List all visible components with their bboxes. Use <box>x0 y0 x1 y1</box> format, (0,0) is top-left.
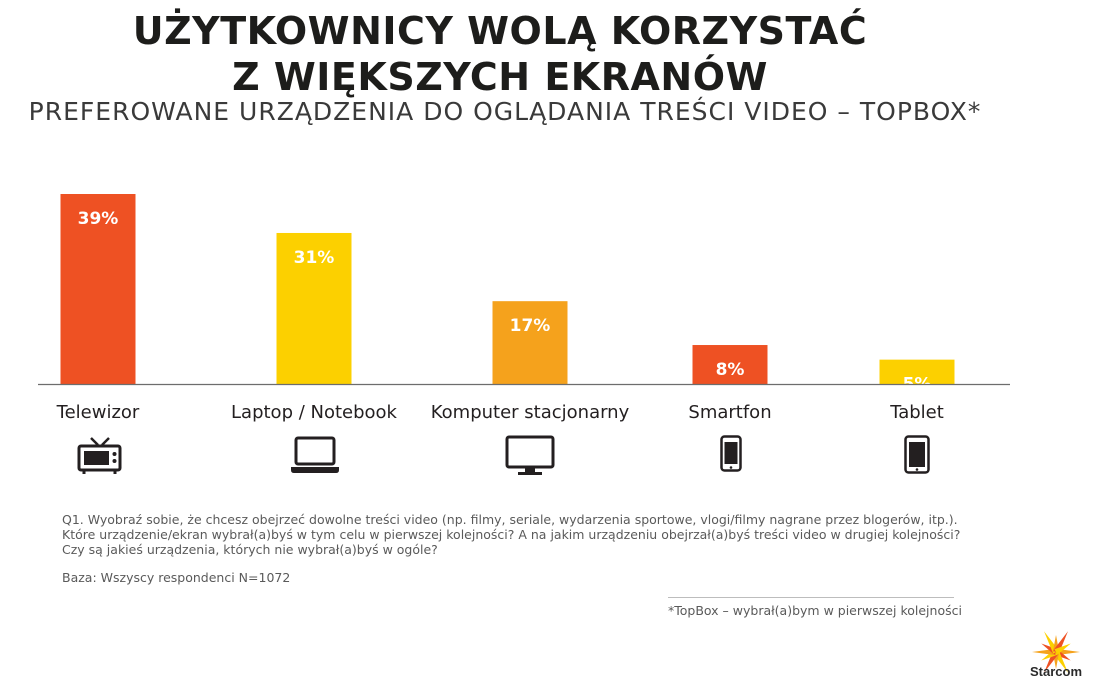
bar-5 <box>879 359 955 384</box>
smartphone-icon <box>720 435 742 472</box>
category-label-3: Komputer stacjonarny <box>430 402 630 423</box>
category-label-5: Tablet <box>890 402 944 423</box>
bar-1 <box>60 194 136 384</box>
logo-ray <box>1044 650 1059 673</box>
question-line-2: Które urządzenie/ekran wybrał(a)byś w ty… <box>62 527 961 542</box>
category-label-1: Telewizor <box>56 402 140 423</box>
value-label-2: 31% <box>294 248 335 268</box>
chart-subtitle: PREFEROWANE URZĄDZENIA DO OGLĄDANIA TREŚ… <box>28 97 982 126</box>
category-label-4: Smartfon <box>688 402 772 423</box>
value-label-4: 8% <box>716 360 745 380</box>
category-label-2: Laptop / Notebook <box>231 402 397 423</box>
desktop-monitor-icon <box>505 435 555 475</box>
bar-3 <box>492 301 568 384</box>
base-note: Baza: Wszyscy respondenci N=1072 <box>62 570 291 585</box>
logo-ray <box>1053 631 1068 654</box>
divider <box>668 597 954 598</box>
starcom-logo-icon <box>1032 631 1080 673</box>
tablet-icon <box>904 435 930 474</box>
title-line-2: Z WIĘKSZYCH EKRANÓW <box>232 55 768 99</box>
question-line-3: Czy są jakieś urządzenia, których nie wy… <box>62 542 438 557</box>
question-line-1: Q1. Wyobraź sobie, że chcesz obejrzeć do… <box>62 512 958 527</box>
bar-4 <box>692 345 768 384</box>
bar-2 <box>276 232 352 384</box>
logo-ray <box>1054 643 1071 655</box>
bar-chart: 39%31%17%8%5% <box>38 194 1010 395</box>
title-line-1: UŻYTKOWNICY WOLĄ KORZYSTAĆ <box>132 9 868 53</box>
survey-question: Q1. Wyobraź sobie, że chcesz obejrzeć do… <box>62 512 962 557</box>
chart-title: UŻYTKOWNICY WOLĄ KORZYSTAĆ Z WIĘKSZYCH E… <box>0 8 1000 100</box>
tv-icon <box>77 437 122 474</box>
value-label-3: 17% <box>510 316 551 336</box>
value-label-1: 39% <box>78 209 119 229</box>
laptop-icon <box>291 436 339 473</box>
brand-name: Starcom <box>1029 664 1083 679</box>
topbox-note: *TopBox – wybrał(a)bym w pierwszej kolej… <box>668 603 962 618</box>
